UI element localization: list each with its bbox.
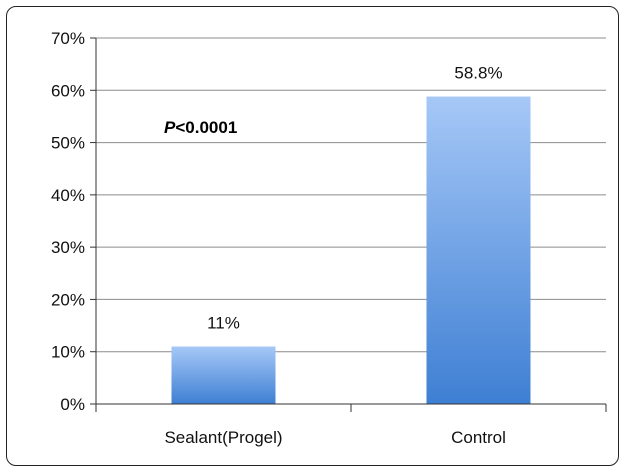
category-label: Control — [451, 428, 506, 447]
y-tick-label: 40% — [51, 186, 85, 205]
data-label: 11% — [207, 313, 240, 332]
bars — [171, 96, 531, 404]
labels: 0% 10% 20% 30% 40% 50% 60% 70% 11% Sealant(Progel… — [51, 29, 506, 447]
p-value-italic: P — [164, 118, 176, 137]
y-tick-label: 0% — [60, 395, 85, 414]
bar-chart: 0% 10% 20% 30% 40% 50% 60% 70% 11% Sealant(Progel… — [51, 29, 607, 447]
p-value-annotation: P<0.0001 — [164, 118, 237, 137]
y-tick-label: 60% — [51, 81, 85, 100]
bar-control — [426, 96, 531, 404]
axes — [90, 37, 607, 412]
y-tick-label: 30% — [51, 238, 85, 257]
y-tick-label: 70% — [51, 29, 85, 48]
bar-sealant-progel — [171, 346, 276, 404]
y-tick-label: 20% — [51, 290, 85, 309]
y-tick-label: 50% — [51, 134, 85, 153]
y-tick-label: 10% — [51, 343, 85, 362]
p-value-rest: <0.0001 — [175, 118, 237, 137]
category-label: Sealant(Progel) — [164, 428, 282, 447]
data-label: 58.8% — [454, 64, 502, 83]
